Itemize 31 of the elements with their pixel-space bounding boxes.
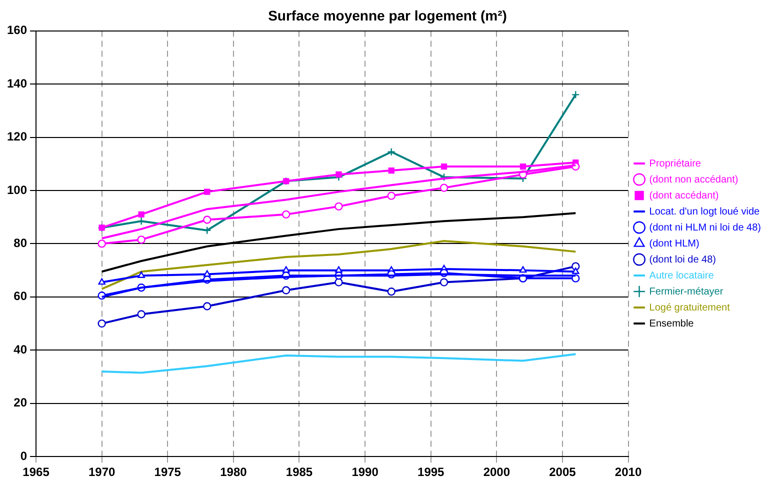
y-tick-label: 160 <box>6 23 28 38</box>
y-tick-label: 100 <box>6 182 28 197</box>
legend-label: Locat. d'un logt loué vide <box>649 206 760 218</box>
legend-label: (dont accédant) <box>649 190 719 202</box>
y-tick-label: 60 <box>14 289 28 304</box>
y-tick-label: 40 <box>14 342 28 356</box>
legend-label: Logé gratuitement <box>649 302 730 314</box>
legend-label: (dont HLM) <box>649 238 700 250</box>
chart-title: Surface moyenne par logement (m²) <box>268 7 507 24</box>
legend-label: Ensemble <box>649 318 694 330</box>
legend-label: (dont non accédant) <box>649 174 738 186</box>
x-tick-label: 1980 <box>220 465 248 480</box>
x-tick-label: 1985 <box>286 465 313 480</box>
y-tick-label: 20 <box>14 396 28 410</box>
x-tick-label: 2005 <box>549 465 576 480</box>
y-tick-label: 120 <box>6 130 28 144</box>
x-tick-label: 1965 <box>22 465 50 480</box>
x-tick-label: 2010 <box>614 465 642 480</box>
legend-label: Fermier-métayer <box>649 286 724 298</box>
legend-label: (dont loi de 48) <box>649 254 716 266</box>
y-tick-label: 80 <box>14 236 28 250</box>
x-tick-label: 1995 <box>418 465 445 480</box>
y-tick-label: 0 <box>20 448 28 463</box>
x-tick-label: 2000 <box>483 465 510 480</box>
legend-label: Propriétaire <box>649 158 702 170</box>
x-tick-label: 1990 <box>352 465 379 480</box>
legend-label: Autre locataire <box>649 270 714 282</box>
y-tick-label: 140 <box>6 76 28 90</box>
legend-label: (dont ni HLM ni loi de 48) <box>649 222 762 234</box>
x-tick-label: 1975 <box>154 465 182 480</box>
x-tick-label: 1970 <box>88 465 116 480</box>
